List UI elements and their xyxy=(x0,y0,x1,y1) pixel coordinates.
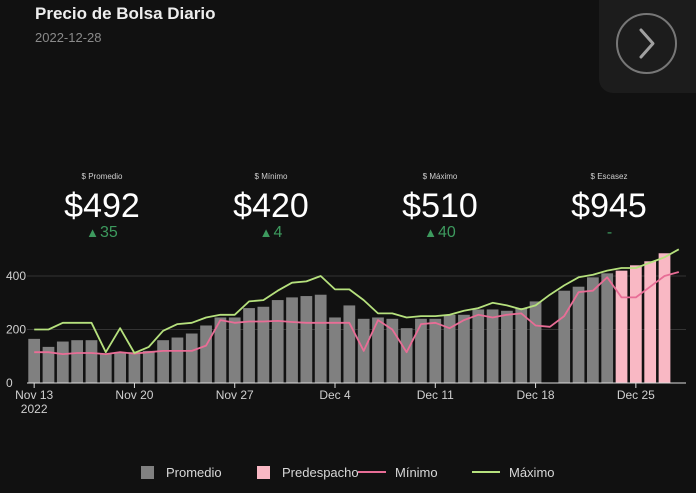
kpi-maximo: $ Máximo $510 ▲40 xyxy=(360,171,520,242)
bar-promedio xyxy=(114,352,126,383)
bar-promedio xyxy=(372,317,384,383)
kpi-delta-value: 4 xyxy=(273,224,283,241)
legend-item-promedio[interactable]: Promedio xyxy=(141,463,222,481)
bar-promedio xyxy=(501,310,513,383)
line-maximo xyxy=(34,248,680,354)
kpi-delta-value: - xyxy=(606,224,613,241)
bar-promedio xyxy=(99,353,112,383)
x-tick-label: Dec 25 xyxy=(617,388,655,402)
y-tick-label: 400 xyxy=(6,269,26,283)
kpi-delta-value: 40 xyxy=(438,224,456,241)
bar-promedio xyxy=(185,333,198,383)
bar-promedio xyxy=(558,290,571,383)
y-tick-label: 0 xyxy=(6,376,13,390)
bar-promedio xyxy=(343,305,356,383)
bar-promedio xyxy=(243,308,255,383)
kpi-delta: - xyxy=(529,224,689,242)
x-tick-label: Nov 27 xyxy=(216,388,254,402)
kpi-delta: ▲4 xyxy=(191,224,351,242)
x-year-label: 2022 xyxy=(21,402,48,416)
bar-promedio xyxy=(128,352,141,383)
bar-promedio xyxy=(601,273,614,383)
kpi-delta-value: 35 xyxy=(100,224,118,241)
x-tick-label: Dec 4 xyxy=(319,388,351,402)
legend-swatch xyxy=(358,471,386,473)
legend-label: Promedio xyxy=(166,464,222,480)
bar-promedio xyxy=(400,328,413,383)
up-arrow-icon: ▲ xyxy=(424,225,438,240)
bar-promedio xyxy=(271,300,284,383)
kpi-value: $510 xyxy=(402,187,478,225)
legend-label: Máximo xyxy=(509,464,555,480)
bar-predespacho xyxy=(615,270,628,383)
bar-promedio xyxy=(515,308,528,383)
bar-promedio xyxy=(314,294,327,383)
x-tick-label: Dec 18 xyxy=(517,388,555,402)
bar-promedio xyxy=(157,340,169,383)
bar-predespacho xyxy=(658,253,671,383)
legend-item-predespacho[interactable]: Predespacho xyxy=(257,463,359,481)
kpi-promedio: $ Promedio $492 ▲35 xyxy=(22,171,182,242)
bar-promedio xyxy=(200,325,212,383)
bar-predespacho xyxy=(644,261,657,383)
kpi-label: $ Escasez xyxy=(590,172,628,181)
bar-promedio xyxy=(228,317,241,383)
kpi-delta: ▲40 xyxy=(360,224,520,242)
bar-promedio xyxy=(329,317,341,383)
kpi-escasez: $ Escasez $945 - xyxy=(529,171,689,242)
bar-promedio xyxy=(486,309,499,383)
bar-promedio xyxy=(386,318,399,383)
next-button[interactable] xyxy=(616,13,677,74)
bar-promedio xyxy=(171,337,184,383)
chevron-right-icon xyxy=(639,28,655,59)
x-tick-label: Nov 13 xyxy=(15,388,53,402)
bar-promedio xyxy=(42,346,55,383)
bar-promedio xyxy=(214,317,227,383)
up-arrow-icon: ▲ xyxy=(259,225,273,240)
line-minimo xyxy=(34,271,680,356)
bar-promedio xyxy=(572,286,585,383)
kpi-label: $ Mínimo xyxy=(254,172,288,181)
bar-promedio xyxy=(458,314,470,383)
price-chart: 0 200 400 Nov 13 Nov 20 Nov 27 Dec 4 Dec 11 Dec … xyxy=(6,248,686,416)
legend-swatch xyxy=(257,465,270,479)
bar-promedio xyxy=(286,297,298,383)
legend-item-minimo[interactable]: Mínimo xyxy=(358,463,438,481)
x-tick-label: Dec 11 xyxy=(417,388,454,402)
bar-promedio xyxy=(443,314,456,383)
chart-legend: Promedio Predespacho Mínimo Máximo xyxy=(0,463,696,481)
kpi-label: $ Promedio xyxy=(81,172,123,181)
page-date: 2022-12-28 xyxy=(35,30,102,45)
kpi-value: $420 xyxy=(233,187,309,225)
bar-promedio xyxy=(300,296,313,383)
up-arrow-icon: ▲ xyxy=(86,225,100,240)
x-tick-label: Nov 20 xyxy=(115,388,153,402)
legend-swatch xyxy=(472,471,500,473)
bar-promedio xyxy=(85,340,98,383)
bar-promedio xyxy=(257,306,270,383)
bar-promedio xyxy=(472,309,485,383)
legend-swatch xyxy=(141,465,154,479)
bar-promedio xyxy=(429,318,442,383)
legend-label: Mínimo xyxy=(395,464,438,480)
bar-predespacho xyxy=(629,265,642,383)
kpi-minimo: $ Mínimo $420 ▲4 xyxy=(191,171,351,242)
bar-promedio xyxy=(587,277,599,383)
bar-promedio xyxy=(142,350,155,383)
bar-promedio xyxy=(28,338,41,383)
legend-item-maximo[interactable]: Máximo xyxy=(472,463,555,481)
kpi-value: $492 xyxy=(64,187,140,225)
bar-promedio xyxy=(529,301,542,383)
legend-label: Predespacho xyxy=(282,464,359,480)
bar-promedio xyxy=(71,340,84,383)
bar-promedio xyxy=(415,318,427,383)
page-title: Precio de Bolsa Diario xyxy=(35,4,216,23)
bar-promedio xyxy=(56,341,69,383)
kpi-value: $945 xyxy=(571,187,647,225)
kpi-delta: ▲35 xyxy=(22,224,182,242)
y-tick-label: 200 xyxy=(6,323,26,337)
kpi-label: $ Máximo xyxy=(422,172,458,181)
